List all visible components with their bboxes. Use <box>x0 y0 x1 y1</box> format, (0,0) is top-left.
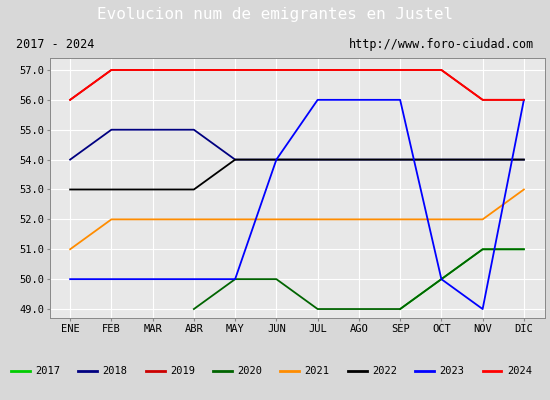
Text: Evolucion num de emigrantes en Justel: Evolucion num de emigrantes en Justel <box>97 8 453 22</box>
Text: 2018: 2018 <box>102 366 128 376</box>
Text: 2021: 2021 <box>305 366 329 376</box>
Text: 2022: 2022 <box>372 366 397 376</box>
Text: 2023: 2023 <box>439 366 464 376</box>
Text: 2017: 2017 <box>35 366 60 376</box>
Text: 2019: 2019 <box>170 366 195 376</box>
Text: 2017 - 2024: 2017 - 2024 <box>16 38 95 52</box>
Text: 2020: 2020 <box>237 366 262 376</box>
Text: 2024: 2024 <box>507 366 532 376</box>
Text: http://www.foro-ciudad.com: http://www.foro-ciudad.com <box>349 38 534 52</box>
